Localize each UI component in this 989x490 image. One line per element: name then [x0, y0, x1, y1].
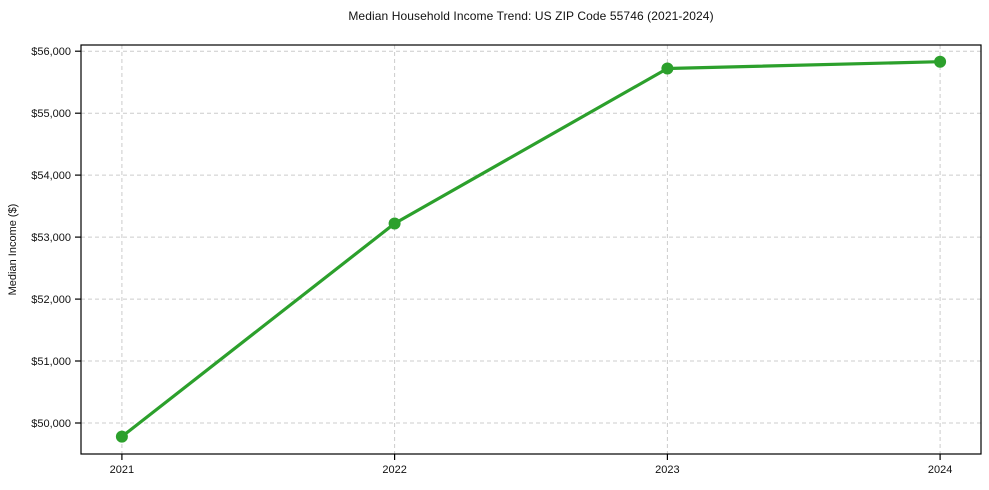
- x-tick-label: 2023: [655, 464, 679, 476]
- x-tick-label: 2021: [110, 464, 134, 476]
- axis-layer: $50,000 $51,000 $52,000 $53,000 $54,000 $55,0…: [31, 44, 982, 476]
- plot-border: [80, 44, 982, 455]
- data-point-2021: [115, 430, 128, 443]
- y-tick-label: $56,000: [31, 46, 71, 58]
- y-tick-label: $53,000: [31, 232, 71, 244]
- y-tick-label: $54,000: [31, 170, 71, 182]
- x-tick-label: 2022: [382, 464, 406, 476]
- y-tick-label: $50,000: [31, 418, 71, 430]
- series-layer: [115, 55, 947, 443]
- y-axis-label: Median Income ($): [7, 204, 19, 296]
- y-tick-label: $51,000: [31, 356, 71, 368]
- chart-title: Median Household Income Trend: US ZIP Co…: [348, 9, 714, 23]
- x-tick-label: 2024: [928, 464, 952, 476]
- y-tick-label: $55,000: [31, 108, 71, 120]
- data-point-2022: [388, 217, 401, 230]
- trend-line: [120, 60, 942, 439]
- data-point-2024: [934, 55, 947, 68]
- y-tick-label: $52,000: [31, 294, 71, 306]
- grid-layer: [81, 45, 981, 454]
- data-point-2023: [661, 62, 674, 75]
